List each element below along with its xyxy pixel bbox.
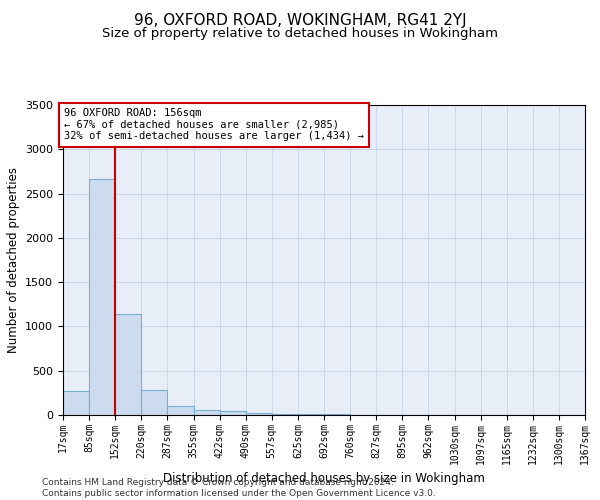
Bar [142,390,167,415]
Bar [89,180,115,415]
Text: 96 OXFORD ROAD: 156sqm
← 67% of detached houses are smaller (2,985)
32% of semi-: 96 OXFORD ROAD: 156sqm ← 67% of detached… [64,108,364,142]
Bar [220,412,246,415]
Bar [324,414,350,415]
Y-axis label: Number of detached properties: Number of detached properties [7,167,20,353]
Bar [115,314,142,415]
Text: Contains HM Land Registry data © Crown copyright and database right 2024.
Contai: Contains HM Land Registry data © Crown c… [42,478,436,498]
Bar [167,406,194,415]
Text: Size of property relative to detached houses in Wokingham: Size of property relative to detached ho… [102,28,498,40]
Bar [194,410,220,415]
Bar [298,414,324,415]
Bar [63,391,89,415]
Bar [246,413,272,415]
X-axis label: Distribution of detached houses by size in Wokingham: Distribution of detached houses by size … [163,472,485,485]
Text: 96, OXFORD ROAD, WOKINGHAM, RG41 2YJ: 96, OXFORD ROAD, WOKINGHAM, RG41 2YJ [134,12,466,28]
Bar [272,414,298,415]
